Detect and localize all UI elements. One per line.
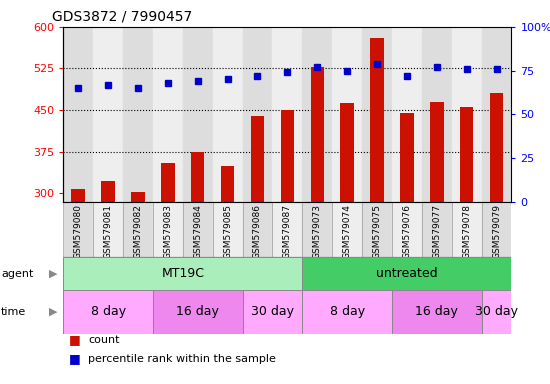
Bar [302, 202, 332, 257]
Bar [370, 38, 384, 202]
Text: ▶: ▶ [50, 268, 58, 279]
Bar [460, 107, 474, 202]
Bar [72, 189, 85, 202]
Text: GSM579074: GSM579074 [343, 204, 351, 259]
Bar [490, 93, 503, 202]
Text: GSM579082: GSM579082 [134, 204, 142, 259]
Text: time: time [1, 307, 26, 317]
Text: GSM579081: GSM579081 [103, 204, 113, 259]
Bar [392, 202, 422, 257]
Bar [452, 202, 482, 257]
Bar [243, 202, 272, 257]
Text: GSM579087: GSM579087 [283, 204, 292, 259]
Bar [243, 27, 272, 202]
Text: GSM579083: GSM579083 [163, 204, 172, 259]
Bar [93, 202, 123, 257]
Bar [340, 103, 354, 202]
Bar [400, 113, 414, 202]
Bar [422, 202, 452, 257]
Text: GSM579076: GSM579076 [403, 204, 411, 259]
Bar [392, 27, 422, 202]
Bar [153, 27, 183, 202]
Bar [213, 27, 243, 202]
Text: 16 day: 16 day [415, 306, 458, 318]
Bar [243, 290, 303, 334]
Bar [221, 166, 234, 202]
Bar [251, 116, 264, 202]
Bar [272, 202, 302, 257]
Bar [422, 27, 452, 202]
Bar [191, 152, 205, 202]
Text: GSM579080: GSM579080 [74, 204, 82, 259]
Bar [482, 290, 512, 334]
Bar [362, 202, 392, 257]
Text: GSM579086: GSM579086 [253, 204, 262, 259]
Bar [392, 290, 482, 334]
Text: GSM579078: GSM579078 [462, 204, 471, 259]
Bar [153, 202, 183, 257]
Bar [482, 202, 512, 257]
Text: agent: agent [1, 268, 34, 279]
Text: GDS3872 / 7990457: GDS3872 / 7990457 [52, 10, 192, 23]
Text: count: count [88, 335, 119, 345]
Bar [63, 27, 93, 202]
Text: 8 day: 8 day [329, 306, 365, 318]
Bar [332, 202, 362, 257]
Text: ■: ■ [69, 353, 80, 366]
Bar [183, 202, 213, 257]
Text: GSM579075: GSM579075 [372, 204, 382, 259]
Text: GSM579077: GSM579077 [432, 204, 441, 259]
Text: MT19C: MT19C [161, 267, 204, 280]
Text: GSM579073: GSM579073 [313, 204, 322, 259]
Text: 30 day: 30 day [475, 306, 518, 318]
Text: 8 day: 8 day [91, 306, 125, 318]
Bar [302, 257, 512, 290]
Bar [161, 163, 174, 202]
Bar [63, 202, 93, 257]
Text: percentile rank within the sample: percentile rank within the sample [88, 354, 276, 364]
Bar [123, 27, 153, 202]
Bar [153, 290, 243, 334]
Bar [123, 202, 153, 257]
Bar [482, 27, 512, 202]
Bar [131, 192, 145, 202]
Bar [280, 110, 294, 202]
Text: GSM579085: GSM579085 [223, 204, 232, 259]
Text: 30 day: 30 day [251, 306, 294, 318]
Bar [302, 27, 332, 202]
Text: GSM579079: GSM579079 [492, 204, 501, 259]
Bar [302, 290, 392, 334]
Text: 16 day: 16 day [177, 306, 219, 318]
Text: ■: ■ [69, 333, 80, 346]
Bar [430, 102, 443, 202]
Bar [93, 27, 123, 202]
Bar [213, 202, 243, 257]
Bar [452, 27, 482, 202]
Bar [63, 257, 302, 290]
Bar [101, 181, 115, 202]
Text: untreated: untreated [376, 267, 438, 280]
Bar [362, 27, 392, 202]
Bar [311, 67, 324, 202]
Bar [63, 290, 153, 334]
Bar [183, 27, 213, 202]
Text: ▶: ▶ [50, 307, 58, 317]
Text: GSM579084: GSM579084 [193, 204, 202, 259]
Bar [332, 27, 362, 202]
Bar [272, 27, 302, 202]
